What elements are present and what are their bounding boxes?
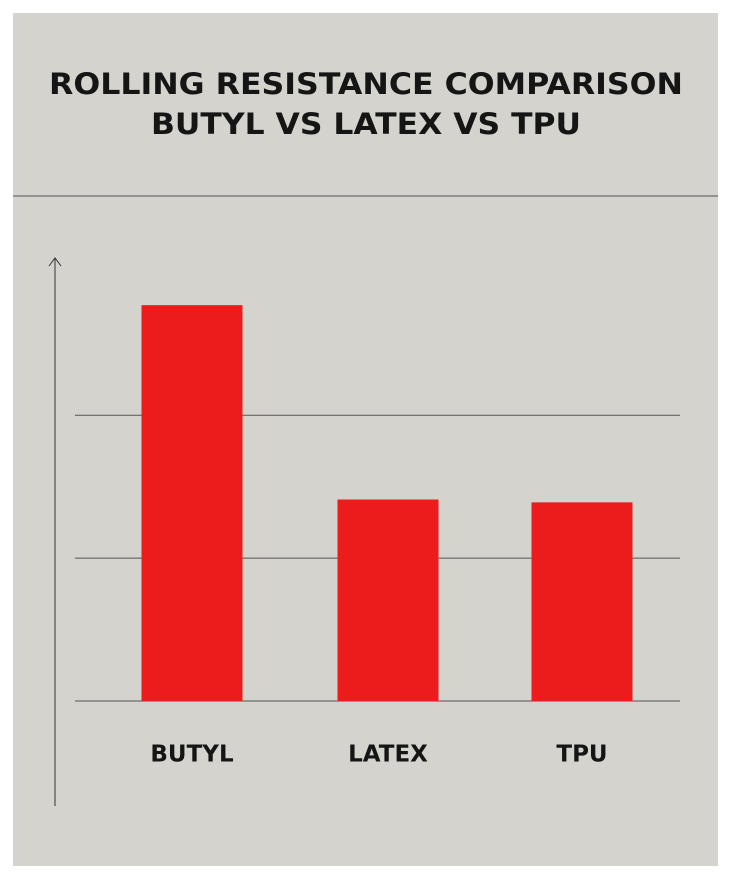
bar [141,305,243,701]
x-tick-label: TPU [556,742,607,768]
chart-title: ROLLING RESISTANCE COMPARISON [49,67,683,101]
x-tick-label: BUTYL [150,742,234,768]
y-axis-arrow [48,257,62,267]
panel [13,13,718,866]
chart-subtitle: BUTYL VS LATEX VS TPU [151,107,581,141]
bar [337,499,439,701]
bar [531,502,633,701]
x-tick-label: LATEX [348,742,428,768]
